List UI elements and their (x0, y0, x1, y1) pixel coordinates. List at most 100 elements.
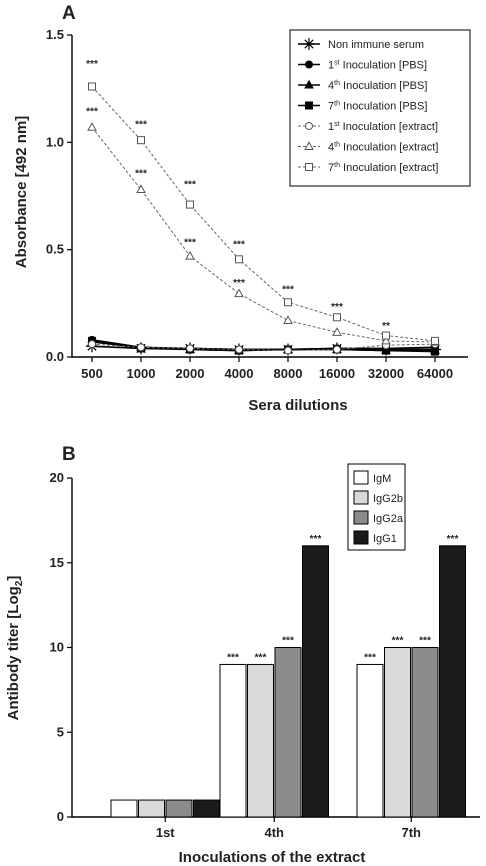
chart-b-legend-label: IgG2a (373, 513, 404, 525)
chart-a-point-6 (137, 136, 145, 145)
chart-a-series-line-5 (91, 126, 436, 343)
chart-b-ytick-label: 5 (57, 724, 64, 739)
chart-a-significance-label: *** (184, 237, 196, 248)
chart-a-point-4 (333, 345, 341, 354)
chart-a-legend-label-suffix: th (334, 80, 340, 87)
chart-a-significance-label: ** (382, 321, 390, 332)
chart-a-point-5 (283, 315, 293, 325)
chart-a-legend-label-number: 4 (328, 80, 334, 92)
chart-b-legend-swatch (353, 490, 369, 505)
chart-a-point-6 (382, 331, 390, 340)
chart-b-bar-IgM (110, 799, 138, 818)
chart-a-legend-marker (305, 163, 313, 171)
chart-a-point-4 (235, 345, 243, 354)
chart-b-bar-IgG2b (384, 647, 411, 818)
chart-a-legend-marker (305, 60, 313, 69)
chart-b-xtick-label: 7th (402, 825, 422, 840)
chart-b-bar-IgG2a (274, 647, 302, 818)
chart-a-point-5 (136, 184, 146, 194)
chart-b-bar-label: *** (282, 636, 294, 647)
chart-a-xtick-label: 500 (81, 366, 103, 381)
chart-b-bar-label: *** (419, 636, 431, 647)
chart-b-ytick-label: 15 (50, 555, 64, 570)
chart-a-point-4 (284, 346, 292, 355)
chart-a-xtick-label: 64000 (417, 366, 453, 381)
chart-a-legend-label-text: Inoculation [PBS] (340, 80, 427, 92)
chart-b-bar-label: *** (227, 652, 239, 663)
chart-b-bar-label: *** (392, 636, 404, 647)
chart-b-bar-label: *** (447, 534, 459, 545)
chart-a-point-4 (88, 340, 96, 349)
chart-a-point-5 (87, 122, 97, 131)
chart-a-legend-marker (303, 38, 315, 50)
chart-a-point-6 (284, 298, 292, 307)
chart-a-significance-label: *** (233, 278, 245, 289)
chart-b-bar-label: *** (364, 652, 376, 663)
chart-b-legend-label: IgG2b (373, 493, 403, 505)
chart-a-legend-label-number: 1 (328, 60, 334, 72)
chart-a-legend-marker (305, 122, 313, 130)
chart-b-legend-label: IgG1 (373, 533, 397, 545)
chart-a-point-4 (137, 343, 145, 352)
chart-a-significance-label: *** (331, 302, 343, 313)
chart-b-bar-IgG2b (138, 799, 165, 818)
chart-a-significance-label: *** (86, 106, 98, 117)
chart-b-bar-IgG2b (247, 663, 274, 818)
chart-a-legend-label-number: 4 (328, 142, 334, 154)
chart-a-legend-label: 4th Inoculation [PBS] (328, 80, 427, 92)
chart-a-legend-label-text: Inoculation [extract] (340, 121, 438, 133)
chart-a-point-6 (333, 313, 341, 322)
chart-a-legend-label-text: Inoculation [PBS] (340, 60, 427, 72)
chart-a-point-4 (186, 344, 194, 353)
chart-a-point-6 (235, 255, 243, 264)
chart-a-point-5 (185, 250, 195, 260)
chart-a-legend-label: 7th Inoculation [extract] (328, 162, 438, 174)
chart-b-legend-swatch (353, 530, 369, 545)
chart-a-xtick-label: 16000 (319, 366, 355, 381)
chart-b-bar-IgG1 (439, 545, 466, 818)
chart-a-legend-label-text: Inoculation [extract] (340, 162, 438, 174)
chart-b-bar-IgM (219, 663, 247, 818)
chart-a-xtick-label: 1000 (127, 366, 156, 381)
chart-a-ytick-label: 0.5 (46, 242, 64, 257)
chart-b-xlabel: Inoculations of the extract (179, 849, 366, 866)
chart-a-legend-label-suffix: st (334, 121, 340, 128)
chart-b-legend-label: IgM (373, 473, 391, 485)
chart-a-legend-label: 4th Inoculation [extract] (328, 142, 438, 154)
chart-a-ytick-label: 1.5 (46, 27, 64, 42)
chart-a-legend-marker (304, 79, 314, 89)
chart-a-point-3 (431, 347, 439, 356)
chart-a-ylabel: Absorbance [492 nm] (13, 116, 30, 269)
chart-a-legend-label-number: 7 (328, 101, 334, 113)
chart-b-legend-swatch (353, 470, 369, 485)
chart-a-legend-label: 1st Inoculation [extract] (328, 121, 438, 133)
chart-a-legend-label-number: 7 (328, 162, 334, 174)
chart-a-point-5 (381, 335, 391, 345)
chart-b-bar-label: *** (255, 652, 267, 663)
chart-a-legend-label-suffix: st (334, 60, 340, 67)
chart-a-series-line-4 (91, 343, 436, 352)
chart-b-plot: 0 5 10 15 20 1st 4th *** *** *** *** 7th *** *** *** **… (50, 470, 480, 840)
chart-a-ytick-label: 0.0 (46, 349, 64, 364)
chart-a-xtick-label: 32000 (368, 366, 404, 381)
chart-a-legend-label-text: Inoculation [extract] (340, 142, 438, 154)
chart-b-legend: IgM IgG2b IgG2a IgG1 (347, 463, 406, 551)
chart-a-significance-label: *** (135, 169, 147, 180)
chart-b-ytick-label: 20 (50, 470, 64, 485)
chart-a-point-6 (88, 82, 96, 91)
chart-a-legend-box (289, 29, 471, 187)
chart-b-ytick-label: 10 (50, 640, 64, 655)
chart-b-ylabel: Antibody titer [Log2] (5, 576, 25, 721)
chart-b-bar-IgG1 (193, 799, 220, 818)
chart-a-series-line-6 (91, 86, 436, 342)
chart-a-significance-label: *** (233, 240, 245, 251)
chart-a-xlabel: Sera dilutions (248, 397, 347, 414)
chart-a-legend-label: 1st Inoculation [PBS] (328, 60, 427, 72)
chart-a-significance-label: *** (282, 285, 294, 296)
chart-a-point-6 (431, 336, 439, 345)
chart-a-xtick-label: 2000 (176, 366, 205, 381)
chart-a-legend-label-suffix: th (334, 162, 340, 169)
chart-a-significance-label: *** (135, 119, 147, 130)
chart-a-legend-label-suffix: th (334, 101, 340, 108)
